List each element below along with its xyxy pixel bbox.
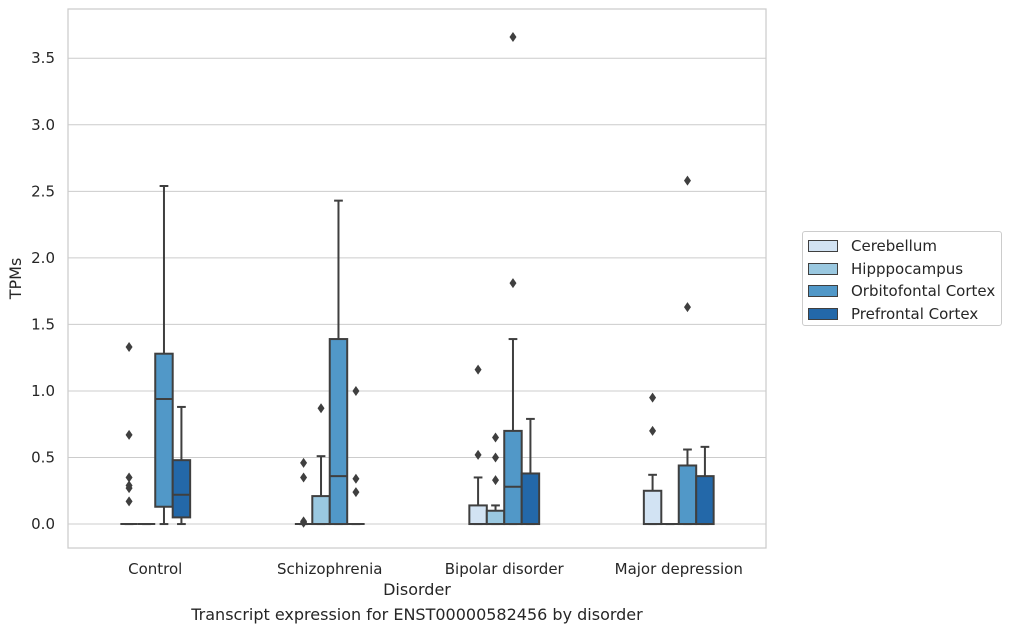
legend-label: Cerebellum: [851, 237, 937, 256]
box-iqr: [468, 504, 488, 526]
outlier-point: [492, 432, 500, 443]
figure-caption: Transcript expression for ENST0000058245…: [191, 605, 643, 624]
outlier-point: [125, 496, 133, 507]
box-iqr: [311, 495, 331, 526]
box-iqr: [171, 459, 192, 519]
legend-item-orbitofrontal-cortex: Orbitofontal Cortex: [808, 280, 1001, 303]
legend-swatch: [808, 308, 838, 321]
legend-item-cerebellum: Cerebellum: [808, 235, 1001, 258]
box-iqr: [642, 489, 663, 526]
x-tick-label: Bipolar disorder: [445, 560, 565, 578]
y-tick-label: 0.0: [31, 515, 55, 533]
legend-item-hippocampus: Hipppocampus: [808, 258, 1001, 281]
x-tick-label: Control: [128, 560, 182, 578]
legend-swatch: [808, 285, 838, 298]
outlier-point: [509, 278, 517, 289]
box-cerebellum: [120, 342, 138, 526]
outlier-point: [683, 302, 691, 313]
outlier-point: [474, 449, 482, 460]
box-orbitofontal-cortex: [154, 185, 174, 526]
box-iqr: [154, 352, 174, 508]
plot-frame: [67, 8, 767, 549]
outlier-point: [649, 425, 657, 436]
legend-label: Prefrontal Cortex: [851, 305, 979, 324]
x-tick-label: Schizophrenia: [277, 560, 382, 578]
y-tick-label: 1.0: [31, 382, 55, 400]
legend-label: Hipppocampus: [851, 259, 964, 278]
x-tick-label: Major depression: [615, 560, 743, 578]
y-axis-ticks: 0.0 0.5 1.0 1.5 2.0 2.5 3.0 3.5: [31, 49, 55, 533]
box-hipppocampus: [311, 403, 331, 526]
outlier-point: [125, 480, 133, 491]
box-prefrontal-cortex: [171, 405, 192, 526]
box-iqr: [328, 338, 349, 526]
box-cerebellum: [642, 392, 663, 526]
outlier-point: [352, 473, 360, 484]
outlier-point: [300, 516, 308, 527]
box-hipppocampus: [485, 432, 506, 526]
legend-item-prefrontal-cortex: Prefrontal Cortex: [808, 303, 1001, 326]
box-iqr: [503, 429, 523, 526]
outlier-point: [683, 175, 691, 186]
box-prefrontal-cortex: [347, 385, 365, 526]
outlier-point: [125, 429, 133, 440]
y-tick-label: 0.5: [31, 449, 55, 467]
legend-swatch: [808, 240, 838, 253]
box-prefrontal-cortex: [695, 445, 715, 526]
outlier-point: [317, 403, 325, 414]
grid-lines: [68, 57, 766, 525]
outlier-point: [352, 385, 360, 396]
box-orbitofontal-cortex: [328, 199, 349, 526]
y-tick-label: 3.0: [31, 116, 55, 134]
outlier-point: [474, 364, 482, 375]
y-tick-label: 3.5: [31, 49, 55, 67]
y-tick-label: 2.5: [31, 182, 55, 200]
outlier-point: [492, 475, 500, 486]
outlier-point: [125, 342, 133, 353]
outlier-point: [352, 487, 360, 498]
outlier-point: [509, 31, 517, 42]
outlier-point: [300, 472, 308, 483]
box-orbitofontal-cortex: [677, 175, 698, 526]
outlier-point: [649, 392, 657, 403]
legend-label: Orbitofontal Cortex: [851, 282, 996, 301]
box-iqr: [520, 472, 541, 526]
box-orbitofontal-cortex: [503, 31, 523, 526]
legend-swatch: [808, 262, 838, 275]
y-tick-label: 1.5: [31, 315, 55, 333]
box-prefrontal-cortex: [520, 417, 541, 526]
box-iqr: [677, 464, 698, 526]
box-iqr: [485, 509, 506, 526]
y-axis-label: TPMs: [6, 258, 25, 301]
y-tick-label: 2.0: [31, 249, 55, 267]
outlier-point: [125, 472, 133, 483]
plot-area: [120, 31, 715, 528]
outlier-point: [300, 457, 308, 468]
box-iqr: [695, 475, 715, 526]
x-axis-ticks: Control Schizophrenia Bipolar disorder Majo…: [128, 560, 743, 578]
legend: Cerebellum Hipppocampus Orbitofontal Cor…: [802, 231, 1002, 326]
x-axis-label: Disorder: [383, 580, 451, 599]
box-cerebellum: [468, 364, 488, 526]
outlier-point: [492, 452, 500, 463]
box-cerebellum: [294, 457, 313, 528]
